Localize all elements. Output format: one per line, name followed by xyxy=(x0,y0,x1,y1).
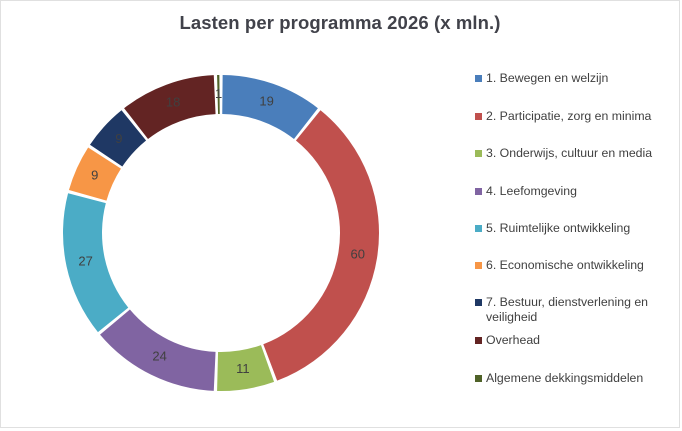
svg-text:19: 19 xyxy=(259,94,273,109)
svg-text:60: 60 xyxy=(351,246,365,261)
svg-text:24: 24 xyxy=(152,349,166,364)
svg-text:18: 18 xyxy=(166,94,180,109)
svg-text:11: 11 xyxy=(236,361,250,376)
svg-text:9: 9 xyxy=(91,168,98,183)
svg-text:27: 27 xyxy=(78,254,92,269)
svg-text:9: 9 xyxy=(115,131,122,146)
svg-text:1: 1 xyxy=(215,86,222,101)
